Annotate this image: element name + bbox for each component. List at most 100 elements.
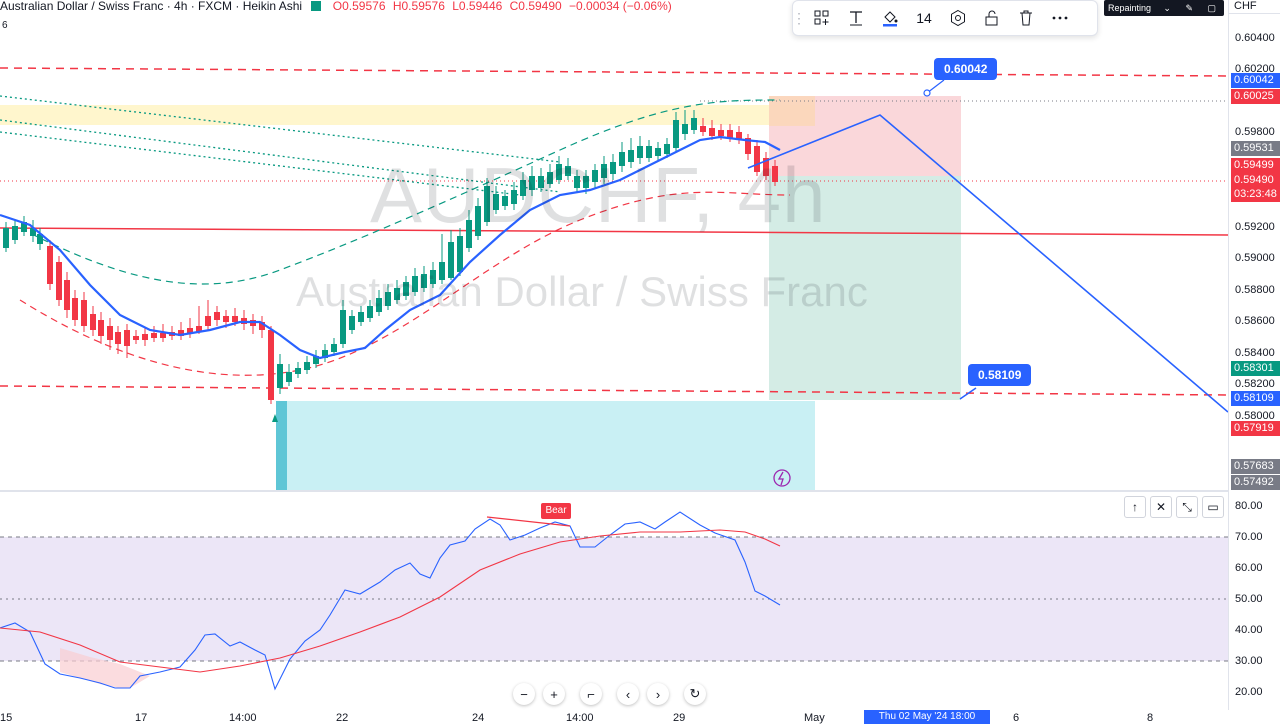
time-axis[interactable]: 15 17 14:00 22 24 14:00 29 May 6 8 (0, 710, 1228, 724)
demand-zone-handle[interactable] (276, 401, 287, 490)
candle-body (448, 242, 454, 278)
more-icon[interactable] (1043, 3, 1077, 33)
close-value: C0.59490 (509, 0, 562, 13)
zoom-out-button[interactable]: − (513, 683, 535, 705)
drawing-toolbar: ⋮ 14 (792, 0, 1098, 36)
candle-body (754, 146, 760, 172)
rsi-band-fill (0, 537, 1228, 661)
zoom-in-button[interactable]: + (543, 683, 565, 705)
price-tick: 0.58400 (1235, 347, 1275, 359)
candle-body (214, 312, 220, 320)
template-icon[interactable] (805, 3, 839, 33)
candle-body (700, 126, 706, 132)
candle-body (232, 316, 238, 322)
low-value: L0.59446 (452, 0, 503, 13)
mid-level-line[interactable] (0, 227, 1228, 236)
price-axis[interactable]: 0.60400 0.60200 0.59800 0.59200 0.59000 … (1228, 0, 1280, 710)
main-chart-pane[interactable]: AUDCHF, 4h Australian Dollar / Swiss Fra… (0, 0, 1228, 490)
line-width-control[interactable]: 14 (916, 10, 932, 26)
text-icon[interactable] (839, 3, 873, 33)
candle-body (709, 128, 715, 136)
pane-divider[interactable] (0, 490, 1280, 492)
candle-body (72, 298, 78, 320)
legend-header: Australian Dollar / Swiss Franc · 4h · F… (0, 0, 676, 14)
candle-body (313, 356, 319, 364)
candle-body (268, 330, 274, 400)
candle-body (21, 222, 27, 232)
price-label-stop: 0.60025 (1231, 89, 1280, 104)
time-tick: 24 (472, 712, 485, 724)
trend-dotted-2 (0, 119, 561, 193)
projection-path[interactable] (747, 114, 1228, 413)
indicator-count: 6 (2, 20, 8, 31)
candle-body (556, 164, 562, 180)
candle-body (484, 186, 490, 222)
callout-upper-price[interactable]: 0.60042 (934, 58, 998, 80)
symbol-title[interactable]: Australian Dollar / Swiss Franc · 4h · F… (0, 0, 303, 13)
unlock-icon[interactable] (975, 3, 1009, 33)
pane-maximize-button[interactable]: ⤡ (1176, 496, 1198, 518)
scroll-right-button[interactable]: › (647, 683, 669, 705)
rsi-canvas[interactable] (0, 492, 1228, 710)
trend-dotted-1 (0, 95, 561, 163)
bearish-divergence-line (486, 516, 571, 527)
trash-icon[interactable] (1009, 3, 1043, 33)
candle-body (367, 306, 373, 318)
callout-lower-price[interactable]: 0.58109 (968, 364, 1032, 386)
bear-divergence-label: Bear (541, 503, 571, 519)
reset-chart-button[interactable]: ↻ (684, 683, 706, 705)
heikin-ashi-candles (3, 110, 778, 404)
candle-body (655, 148, 661, 156)
open-value: O0.59576 (332, 0, 386, 13)
callout-upper-anchor[interactable] (923, 89, 931, 97)
candle-body (574, 176, 580, 188)
watermark-name: Australian Dollar / Swiss Franc (296, 268, 868, 315)
candle-body (529, 176, 535, 190)
candle-body (592, 170, 598, 182)
candle-body (90, 314, 96, 330)
price-tick: 0.60400 (1235, 32, 1275, 44)
pane-settings-button[interactable]: ▭ (1202, 496, 1224, 518)
repainting-controls-icon[interactable]: ⌄ ✎ ▢ (1163, 3, 1222, 13)
moving-average-line[interactable] (0, 135, 781, 360)
countdown-label: 03:23:48 (1231, 187, 1280, 202)
currency-selector[interactable]: CHF (1228, 0, 1280, 14)
candle-body (259, 322, 265, 330)
rsi-pane[interactable] (0, 492, 1228, 710)
price-chart-canvas[interactable] (0, 0, 1228, 490)
candle-body (277, 364, 283, 388)
callout-lower-pointer (959, 387, 977, 400)
candle-body (412, 276, 418, 292)
scroll-left-button[interactable]: ‹ (617, 683, 639, 705)
price-label-ma: 0.59531 (1231, 141, 1280, 156)
candle-body (223, 316, 229, 322)
drag-handle[interactable]: ⋮ (792, 9, 806, 26)
candle-body (98, 320, 104, 336)
candle-body (610, 162, 616, 174)
rsi-tick: 70.00 (1235, 531, 1263, 543)
demand-zone (287, 401, 815, 490)
settings-icon[interactable] (941, 3, 975, 33)
pane-move-up-button[interactable]: ↑ (1124, 496, 1146, 518)
repainting-label: Repainting (1108, 3, 1152, 13)
candle-body (430, 270, 436, 284)
reset-scale-button[interactable]: ⌐ (580, 683, 602, 705)
price-tick: 0.58000 (1235, 410, 1275, 422)
pane-close-button[interactable]: ✕ (1150, 496, 1172, 518)
candle-body (394, 288, 400, 300)
resistance-dashed-line[interactable] (0, 67, 1228, 77)
candle-body (187, 328, 193, 334)
price-label-zone-top: 0.57683 (1231, 459, 1280, 474)
short-position-target-zone[interactable] (769, 176, 961, 400)
repainting-notice: Repainting ⌄ ✎ ▢ (1104, 0, 1224, 16)
candle-body (718, 130, 724, 136)
alert-icon[interactable] (773, 469, 791, 487)
candle-body (115, 332, 121, 344)
ohlc-values: O0.59576 H0.59576 L0.59446 C0.59490 −0.0… (333, 0, 676, 13)
price-tick: 0.58200 (1235, 378, 1275, 390)
paint-bucket-icon[interactable] (873, 3, 907, 33)
price-label-support: 0.57919 (1231, 421, 1280, 436)
candle-body (340, 310, 346, 344)
support-dashed-line[interactable] (0, 385, 1228, 396)
candle-body (511, 190, 517, 204)
